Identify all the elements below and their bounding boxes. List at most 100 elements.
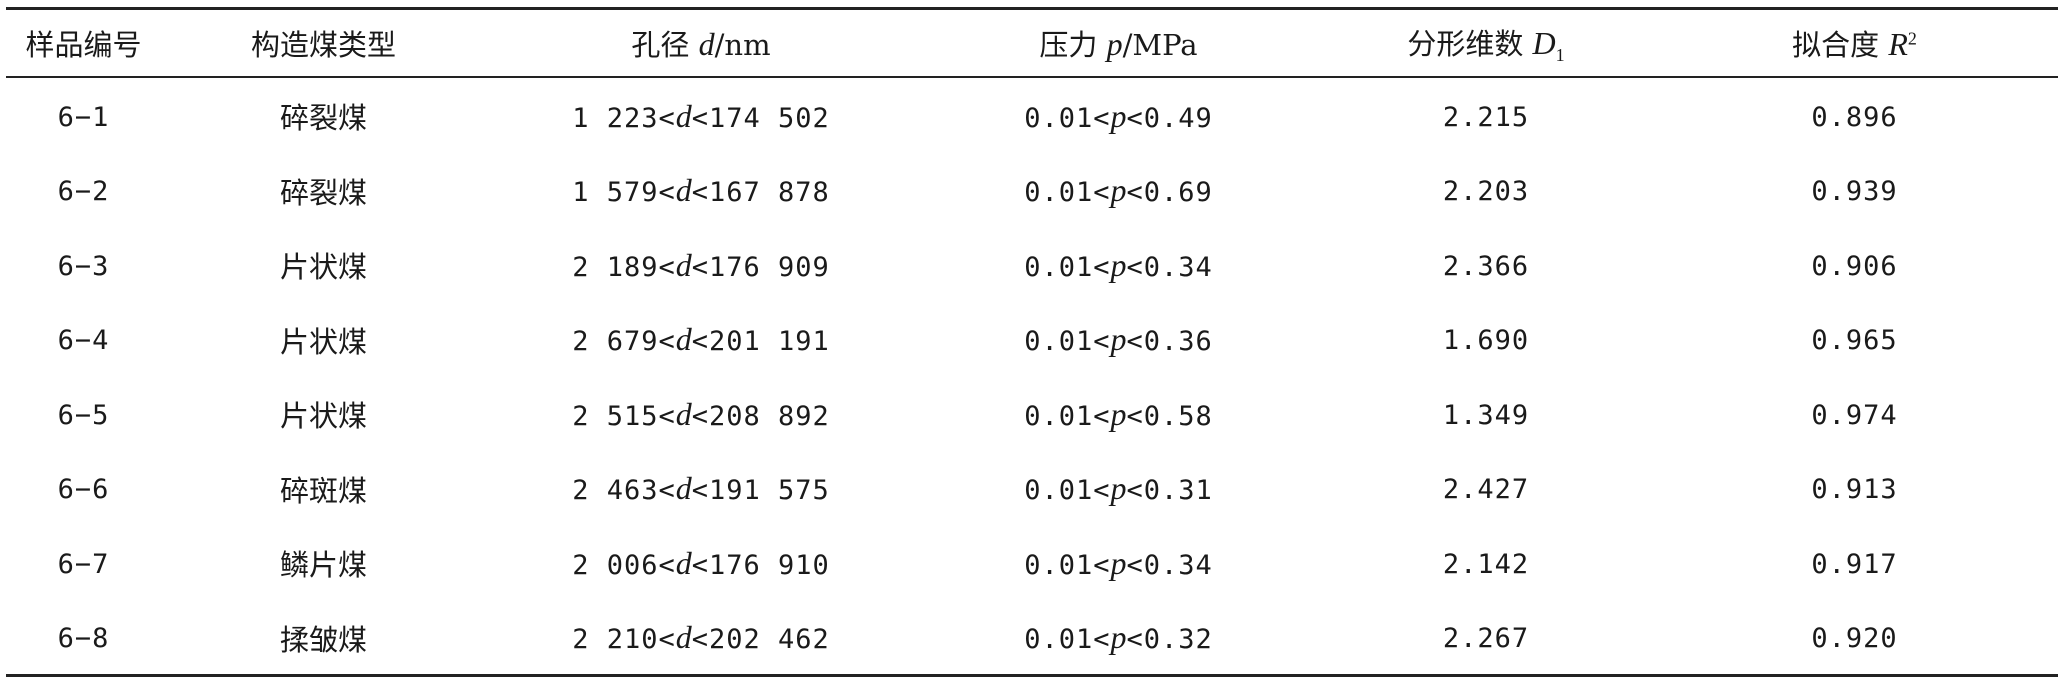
less-than-sign: <	[1126, 102, 1144, 134]
cell-coal-type: 片状煤	[279, 399, 367, 434]
cell-coal-type: 碎裂煤	[279, 101, 367, 136]
less-than-sign: <	[658, 549, 676, 581]
cell-pressure-range: 0.01<p<0.36	[1024, 321, 1213, 358]
table-body: 6−1 碎裂煤 1 223<d<174 502 0.01<p<0.49 2.215 0.8…	[6, 76, 2058, 675]
header-pressure: 压力 p/MPa	[1039, 26, 1198, 62]
cell-sample: 6−6	[57, 474, 110, 506]
cell-fractal-dimension: 1.349	[1442, 399, 1530, 431]
less-than-sign: <	[1126, 251, 1144, 283]
cell-fractal-dimension: 2.215	[1442, 101, 1530, 133]
fractal-dimension-table: 样品编号 构造煤类型 孔径 d/nm 压力 p/MPa 分形维数 D1 拟合度 …	[6, 10, 2058, 675]
table-row: 6−8 揉皱煤 2 210<d<202 462 0.01<p<0.32 2.267 0.9…	[6, 601, 2058, 676]
cell-pore-range: 2 210<d<202 462	[572, 619, 830, 656]
cell-fit: 0.913	[1811, 474, 1898, 506]
cell-sample: 6−5	[57, 399, 110, 431]
less-than-sign: <	[1126, 400, 1144, 432]
cell-sample: 6−7	[57, 548, 110, 580]
cell-sample: 6−2	[57, 176, 110, 208]
less-than-sign: <	[658, 251, 676, 283]
header-fit: 拟合度 R2	[1792, 26, 1917, 62]
less-than-sign: <	[1126, 326, 1144, 358]
less-than-sign: <	[1093, 624, 1111, 656]
cell-fit: 0.906	[1811, 250, 1898, 282]
cell-pressure-range: 0.01<p<0.32	[1024, 619, 1213, 656]
cell-sample: 6−3	[57, 250, 110, 282]
cell-sample: 6−1	[57, 101, 110, 133]
cell-pressure-range: 0.01<p<0.31	[1024, 470, 1213, 507]
less-than-sign: <	[691, 102, 709, 134]
cell-coal-type: 碎裂煤	[279, 175, 367, 210]
less-than-sign: <	[691, 475, 709, 507]
less-than-sign: <	[1093, 549, 1111, 581]
less-than-sign: <	[658, 326, 676, 358]
less-than-sign: <	[691, 251, 709, 283]
less-than-sign: <	[1126, 549, 1144, 581]
cell-pore-range: 1 579<d<167 878	[572, 172, 830, 209]
header-rule	[6, 76, 2058, 78]
less-than-sign: <	[1093, 102, 1111, 134]
less-than-sign: <	[1126, 475, 1144, 507]
cell-fit: 0.939	[1811, 176, 1898, 208]
less-than-sign: <	[691, 326, 709, 358]
cell-coal-type: 揉皱煤	[279, 622, 367, 657]
less-than-sign: <	[658, 102, 676, 134]
less-than-sign: <	[1093, 475, 1111, 507]
cell-coal-type: 片状煤	[279, 324, 367, 359]
less-than-sign: <	[1126, 624, 1144, 656]
cell-sample: 6−8	[57, 623, 110, 655]
cell-pore-range: 2 006<d<176 910	[572, 544, 830, 581]
cell-fractal-dimension: 2.142	[1442, 548, 1530, 580]
less-than-sign: <	[658, 624, 676, 656]
less-than-sign: <	[1093, 177, 1111, 209]
cell-fit: 0.896	[1811, 101, 1898, 133]
cell-fit: 0.920	[1811, 623, 1898, 655]
cell-coal-type: 片状煤	[279, 250, 367, 285]
top-rule	[6, 7, 2058, 10]
cell-pore-range: 2 679<d<201 191	[572, 321, 830, 358]
cell-pressure-range: 0.01<p<0.49	[1024, 97, 1213, 134]
header-row: 样品编号 构造煤类型 孔径 d/nm 压力 p/MPa 分形维数 D1 拟合度 …	[6, 10, 2058, 76]
cell-coal-type: 碎斑煤	[279, 473, 367, 508]
less-than-sign: <	[691, 400, 709, 432]
less-than-sign: <	[691, 549, 709, 581]
table-row: 6−2 碎裂煤 1 579<d<167 878 0.01<p<0.69 2.203 0.9…	[6, 154, 2058, 229]
less-than-sign: <	[1093, 326, 1111, 358]
cell-pore-range: 2 189<d<176 909	[572, 246, 830, 283]
cell-pressure-range: 0.01<p<0.58	[1024, 395, 1213, 432]
header-pore-size: 孔径 d/nm	[631, 26, 771, 62]
header-sample: 样品编号	[25, 28, 142, 62]
header-fractal-dimension: 分形维数 D1	[1407, 24, 1565, 65]
less-than-sign: <	[658, 400, 676, 432]
cell-fractal-dimension: 2.203	[1442, 176, 1530, 208]
bottom-rule	[6, 674, 2058, 677]
cell-pressure-range: 0.01<p<0.34	[1024, 544, 1213, 581]
cell-pressure-range: 0.01<p<0.34	[1024, 246, 1213, 283]
less-than-sign: <	[1126, 177, 1144, 209]
less-than-sign: <	[691, 177, 709, 209]
less-than-sign: <	[1093, 400, 1111, 432]
cell-fractal-dimension: 2.366	[1442, 250, 1530, 282]
cell-fit: 0.965	[1811, 325, 1898, 357]
cell-pore-range: 2 515<d<208 892	[572, 395, 830, 432]
cell-fit: 0.917	[1811, 548, 1898, 580]
table-row: 6−5 片状煤 2 515<d<208 892 0.01<p<0.58 1.349 0.9…	[6, 377, 2058, 452]
less-than-sign: <	[658, 475, 676, 507]
less-than-sign: <	[1093, 251, 1111, 283]
header-coal-type: 构造煤类型	[250, 28, 396, 62]
table-row: 6−4 片状煤 2 679<d<201 191 0.01<p<0.36 1.690 0.9…	[6, 303, 2058, 378]
cell-fractal-dimension: 1.690	[1442, 325, 1530, 357]
cell-sample: 6−4	[57, 325, 110, 357]
cell-pore-range: 2 463<d<191 575	[572, 470, 830, 507]
cell-fractal-dimension: 2.427	[1442, 474, 1530, 506]
less-than-sign: <	[658, 177, 676, 209]
table-row: 6−7 鳞片煤 2 006<d<176 910 0.01<p<0.34 2.142 0.9…	[6, 526, 2058, 601]
table-row: 6−6 碎斑煤 2 463<d<191 575 0.01<p<0.31 2.427 0.9…	[6, 452, 2058, 527]
table-row: 6−3 片状煤 2 189<d<176 909 0.01<p<0.34 2.366 0.9…	[6, 228, 2058, 303]
cell-fractal-dimension: 2.267	[1442, 623, 1530, 655]
cell-pressure-range: 0.01<p<0.69	[1024, 172, 1213, 209]
table-row: 6−1 碎裂煤 1 223<d<174 502 0.01<p<0.49 2.215 0.8…	[6, 76, 2058, 154]
cell-pore-range: 1 223<d<174 502	[572, 97, 830, 134]
cell-fit: 0.974	[1811, 399, 1898, 431]
cell-coal-type: 鳞片煤	[279, 548, 367, 583]
